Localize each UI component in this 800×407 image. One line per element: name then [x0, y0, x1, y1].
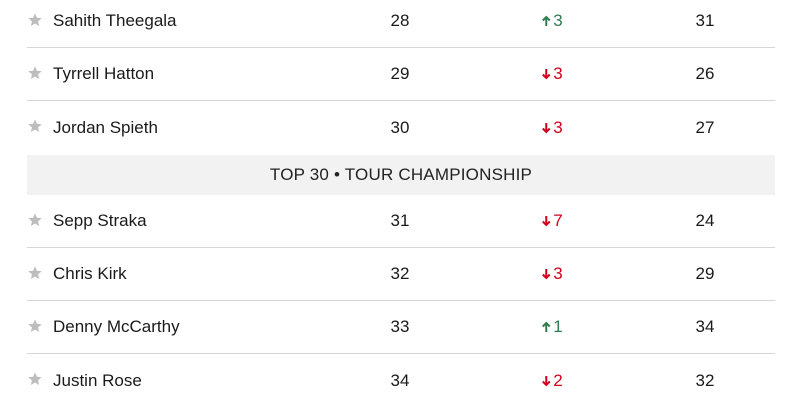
player-name: Justin Rose [53, 370, 142, 390]
arrow-down [542, 122, 551, 133]
star-shape [28, 266, 42, 279]
previous-rank: 27 [695, 117, 715, 137]
rank: 28 [390, 11, 410, 30]
movement-value: 7 [553, 211, 563, 230]
player-name: Denny McCarthy [53, 317, 180, 336]
previous-rank: 32 [695, 370, 715, 390]
player-name: Tyrrell Hatton [53, 64, 155, 83]
movement-value: 1 [553, 317, 563, 336]
player-row: Sahith Theegala 28 3 31 [27, 0, 775, 48]
movement-value: 2 [553, 370, 563, 390]
arrow-shape [542, 321, 551, 332]
star-shape [28, 213, 42, 226]
rank: 29 [390, 64, 410, 83]
star-shape [28, 119, 42, 132]
movement-value: 3 [553, 264, 563, 283]
movement-value: 3 [553, 64, 563, 83]
previous-rank: 34 [695, 317, 715, 336]
section-banner: TOP 30 • TOUR CHAMPIONSHIP [27, 155, 775, 195]
arrow-head [542, 73, 551, 80]
arrow-shape [542, 269, 551, 280]
movement: 3 [541, 0, 563, 47]
player-row: Jordan Spieth 30 3 27 [27, 101, 775, 154]
movement: 3 [541, 248, 563, 300]
arrow-head [542, 380, 551, 386]
rank: 30 [390, 117, 410, 137]
player-row: Sepp Straka 31 7 24 [27, 195, 775, 248]
favorite-star[interactable] [27, 318, 43, 334]
star-shape [28, 13, 42, 26]
rank: 32 [390, 264, 410, 283]
arrow-down [542, 375, 551, 386]
movement-value: 3 [553, 11, 563, 30]
arrow-head [542, 127, 551, 133]
rank: 34 [390, 370, 410, 390]
arrow-head [542, 220, 551, 227]
arrow-shape [542, 122, 551, 133]
previous-rank: 24 [695, 211, 715, 230]
movement: 7 [541, 195, 563, 247]
player-name: Sepp Straka [53, 211, 147, 230]
movement: 1 [541, 301, 563, 353]
previous-rank: 31 [695, 11, 715, 30]
previous-rank: 29 [695, 264, 715, 283]
player-row: Justin Rose 34 2 32 [27, 354, 775, 407]
arrow-shape [542, 216, 551, 227]
previous-rank: 26 [695, 64, 715, 83]
star-shape [28, 66, 42, 79]
movement: 2 [541, 354, 563, 407]
arrow-down [542, 216, 551, 227]
star-shape [28, 372, 42, 385]
arrow-down [542, 269, 551, 280]
favorite-star[interactable] [27, 118, 43, 134]
arrow-head [542, 15, 551, 22]
player-row: Chris Kirk 32 3 29 [27, 248, 775, 301]
arrow-shape [542, 375, 551, 386]
arrow-up [542, 321, 551, 332]
favorite-star[interactable] [27, 371, 43, 387]
player-row: Tyrrell Hatton 29 3 26 [27, 48, 775, 101]
favorite-star[interactable] [27, 265, 43, 281]
arrow-head [542, 273, 551, 280]
arrow-down [542, 69, 551, 80]
movement: 3 [541, 48, 563, 100]
rank: 33 [390, 317, 410, 336]
player-name: Chris Kirk [53, 264, 127, 283]
favorite-star[interactable] [27, 65, 43, 81]
arrow-head [542, 321, 551, 328]
arrow-shape [542, 15, 551, 26]
rank: 31 [390, 211, 410, 230]
star-shape [28, 319, 42, 332]
favorite-star[interactable] [27, 212, 43, 228]
movement-value: 3 [553, 117, 563, 137]
arrow-shape [542, 69, 551, 80]
player-row: Denny McCarthy 33 1 34 [27, 301, 775, 354]
movement: 3 [541, 101, 563, 154]
arrow-up [542, 15, 551, 26]
favorite-star[interactable] [27, 12, 43, 28]
player-name: Sahith Theegala [53, 11, 177, 30]
player-name: Jordan Spieth [53, 117, 158, 137]
